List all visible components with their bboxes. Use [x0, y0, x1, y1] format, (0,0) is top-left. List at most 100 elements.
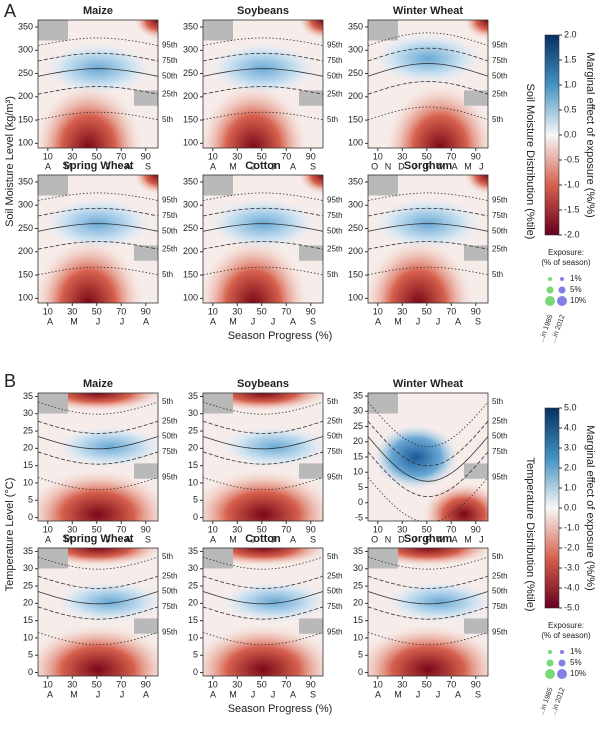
month-label: A [210, 534, 216, 544]
y-tick-label: 150 [348, 114, 363, 124]
legend-marker [557, 296, 567, 306]
legend-size-label: 10% [570, 296, 586, 305]
legend-marker [546, 659, 554, 667]
month-label: J [416, 689, 421, 699]
y-tick-label: 35 [353, 390, 363, 400]
panel-frame [367, 547, 489, 677]
month-label: S [310, 689, 316, 699]
heat-region [56, 581, 158, 623]
percentile-label: 50th [492, 71, 508, 80]
legend-size-label: 1% [570, 647, 582, 656]
colorbar-tick-label: -2.0 [564, 542, 580, 552]
month-label: M [229, 689, 237, 699]
percentile-curve [38, 207, 158, 217]
percentile-label: 95th [492, 196, 508, 205]
masked-region [299, 463, 323, 479]
y2-axis-label: Soil Moisture Distribution (%tile) [524, 84, 536, 240]
month-label: A [125, 534, 131, 544]
percentile-label: 5th [162, 270, 173, 279]
masked-region [299, 90, 323, 106]
heat-region [464, 175, 488, 195]
y-tick-label: 5 [28, 495, 33, 505]
percentile-label: 75th [327, 211, 343, 220]
percentile-curve [38, 86, 158, 95]
y-tick-label: 250 [18, 223, 33, 233]
percentile-label: 5th [492, 397, 503, 406]
x-axis-label: Season Progress (%) [228, 703, 333, 715]
month-label: J [96, 689, 101, 699]
y-tick-label: 25 [353, 580, 363, 590]
x-tick-label: 70 [281, 151, 291, 161]
percentile-curve [38, 556, 158, 570]
y-tick-label: 30 [353, 406, 363, 416]
x-tick-label: 10 [208, 679, 218, 689]
percentile-curve [38, 591, 158, 605]
heat-region [221, 426, 323, 468]
percentile-label: 95th [327, 41, 343, 50]
percentile-curve [38, 192, 158, 201]
heatmap [368, 548, 488, 676]
colorbar-label: Marginal effect of exposure (%/%) [584, 52, 596, 217]
percentile-curve [203, 451, 323, 465]
percentile-curve [38, 575, 158, 589]
heat-region [203, 624, 323, 676]
percentile-label: 75th [162, 211, 178, 220]
x-tick-label: 10 [373, 524, 383, 534]
masked-region [38, 548, 68, 569]
panel-frame [37, 392, 159, 522]
percentile-curve [203, 575, 323, 589]
heatmap [203, 20, 323, 148]
month-label: A [45, 161, 51, 171]
x-tick-label: 70 [281, 679, 291, 689]
x-tick-label: 90 [471, 524, 481, 534]
month-label: J [479, 161, 484, 171]
colorbar-tick-label: 4.0 [564, 422, 577, 432]
percentile-label: 25th [327, 244, 343, 253]
heat-region [368, 624, 488, 676]
y-tick-label: 30 [23, 563, 33, 573]
x-tick-label: 90 [141, 679, 151, 689]
y-tick-label: 300 [348, 45, 363, 55]
legend-size-label: 1% [570, 274, 582, 283]
x-tick-label: 10 [208, 524, 218, 534]
y-tick-label: 200 [183, 91, 198, 101]
colorbar-tick-label: -2.0 [564, 229, 580, 239]
x-tick-label: 70 [281, 306, 291, 316]
x-tick-label: 50 [257, 524, 267, 534]
x-tick-label: 30 [67, 306, 77, 316]
percentile-curve [38, 241, 158, 250]
percentile-label: 50th [327, 432, 343, 441]
panel-title: Sorghum [404, 533, 452, 545]
y-tick-label: 5 [358, 650, 363, 660]
month-label: J [86, 534, 91, 544]
percentile-label: 75th [327, 447, 343, 456]
month-label: J [96, 316, 101, 326]
masked-region [299, 618, 323, 634]
colorbar-tick-label: 0.0 [564, 129, 577, 139]
x-tick-label: 10 [208, 306, 218, 316]
y-tick-label: 200 [18, 91, 33, 101]
y-tick-label: 25 [23, 425, 33, 435]
month-label: A [45, 534, 51, 544]
y-tick-label: 250 [348, 223, 363, 233]
legend-marker [545, 296, 555, 306]
month-label: J [436, 316, 441, 326]
percentile-label: 95th [327, 196, 343, 205]
panel: 5th 25th 50th 75th 95th Spring Wheat 0 5 10 15 20 2… [23, 533, 178, 699]
heat-region [38, 624, 158, 676]
percentile-label: 95th [492, 628, 508, 637]
heatmap [203, 393, 323, 521]
percentile-curve [38, 37, 158, 46]
y-tick-label: 250 [183, 223, 198, 233]
y-tick-label: 5 [193, 650, 198, 660]
heat-region [386, 84, 488, 148]
y-tick-label: 350 [18, 176, 33, 186]
y-tick-label: 350 [348, 21, 363, 31]
percentile-curve [203, 401, 323, 415]
percentile-curve [38, 451, 158, 465]
percentile-curve [368, 556, 488, 570]
masked-region [134, 463, 158, 479]
y-tick-label: 300 [183, 45, 198, 55]
y-tick-label: 150 [183, 269, 198, 279]
heat-region [203, 84, 308, 148]
